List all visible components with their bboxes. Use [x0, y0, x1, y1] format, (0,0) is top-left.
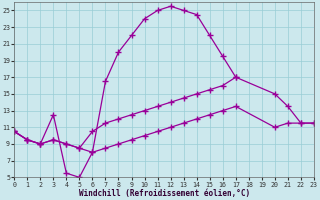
X-axis label: Windchill (Refroidissement éolien,°C): Windchill (Refroidissement éolien,°C): [78, 189, 250, 198]
